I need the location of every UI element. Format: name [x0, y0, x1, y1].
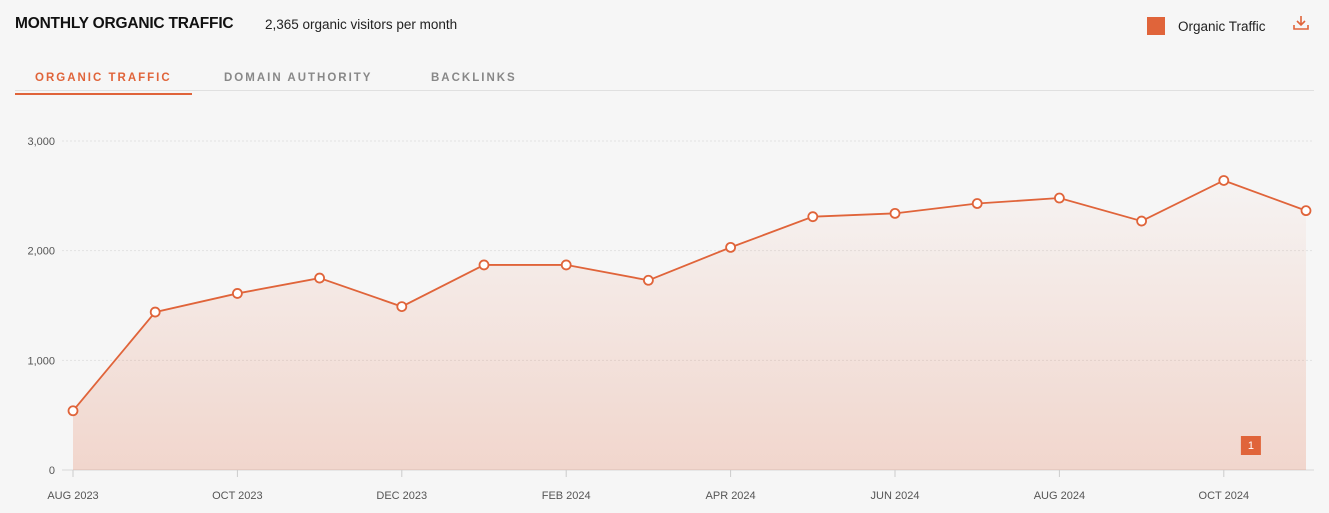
data-point — [149, 306, 161, 318]
tab-organic-traffic[interactable]: ORGANIC TRAFFIC — [15, 72, 192, 95]
annotation-label: 1 — [1248, 440, 1254, 452]
data-point — [560, 259, 572, 271]
data-point — [1054, 192, 1065, 204]
chart-title: MONTHLY ORGANIC TRAFFIC — [15, 15, 234, 32]
x-tick-label: AUG 2024 — [1034, 490, 1085, 502]
x-tick-label: FEB 2024 — [542, 490, 591, 502]
data-point — [1218, 175, 1230, 186]
annotation-marker — [1240, 436, 1261, 455]
y-tick-label: 1,000 — [27, 355, 55, 367]
data-point — [643, 274, 654, 286]
data-point — [1136, 215, 1147, 227]
data-point — [971, 198, 983, 209]
data-point — [889, 207, 901, 219]
data-point — [807, 211, 819, 223]
x-tick-label: JUN 2024 — [871, 490, 920, 502]
download-icon[interactable] — [1292, 14, 1310, 32]
data-point — [314, 272, 326, 284]
data-point — [67, 405, 79, 417]
tab-backlinks[interactable]: BACKLINKS — [431, 72, 517, 84]
legend-label: Organic Traffic — [1178, 18, 1266, 34]
y-tick-label: 2,000 — [27, 246, 55, 258]
y-tick-label: 3,000 — [27, 136, 55, 148]
legend[interactable]: Organic Traffic — [1147, 17, 1266, 35]
data-point — [478, 259, 490, 271]
y-tick-label: 0 — [49, 465, 55, 477]
tab-domain-authority[interactable]: DOMAIN AUTHORITY — [224, 72, 373, 84]
data-point — [396, 301, 408, 312]
legend-swatch — [1147, 17, 1165, 35]
series-line — [72, 179, 1307, 412]
tab-bar: ORGANIC TRAFFIC DOMAIN AUTHORITY BACKLIN… — [15, 64, 1314, 95]
data-point — [231, 288, 243, 299]
data-point — [1300, 205, 1312, 217]
x-tick-label: DEC 2023 — [376, 490, 427, 502]
x-tick-label: OCT 2024 — [1199, 490, 1250, 502]
visitors-summary: 2,365 organic visitors per month — [265, 17, 458, 32]
x-tick-label: APR 2024 — [706, 490, 756, 502]
x-tick-label: OCT 2023 — [212, 490, 263, 502]
area-fill — [73, 180, 1306, 471]
data-point — [725, 241, 736, 253]
x-tick-label: AUG 2023 — [47, 490, 98, 502]
